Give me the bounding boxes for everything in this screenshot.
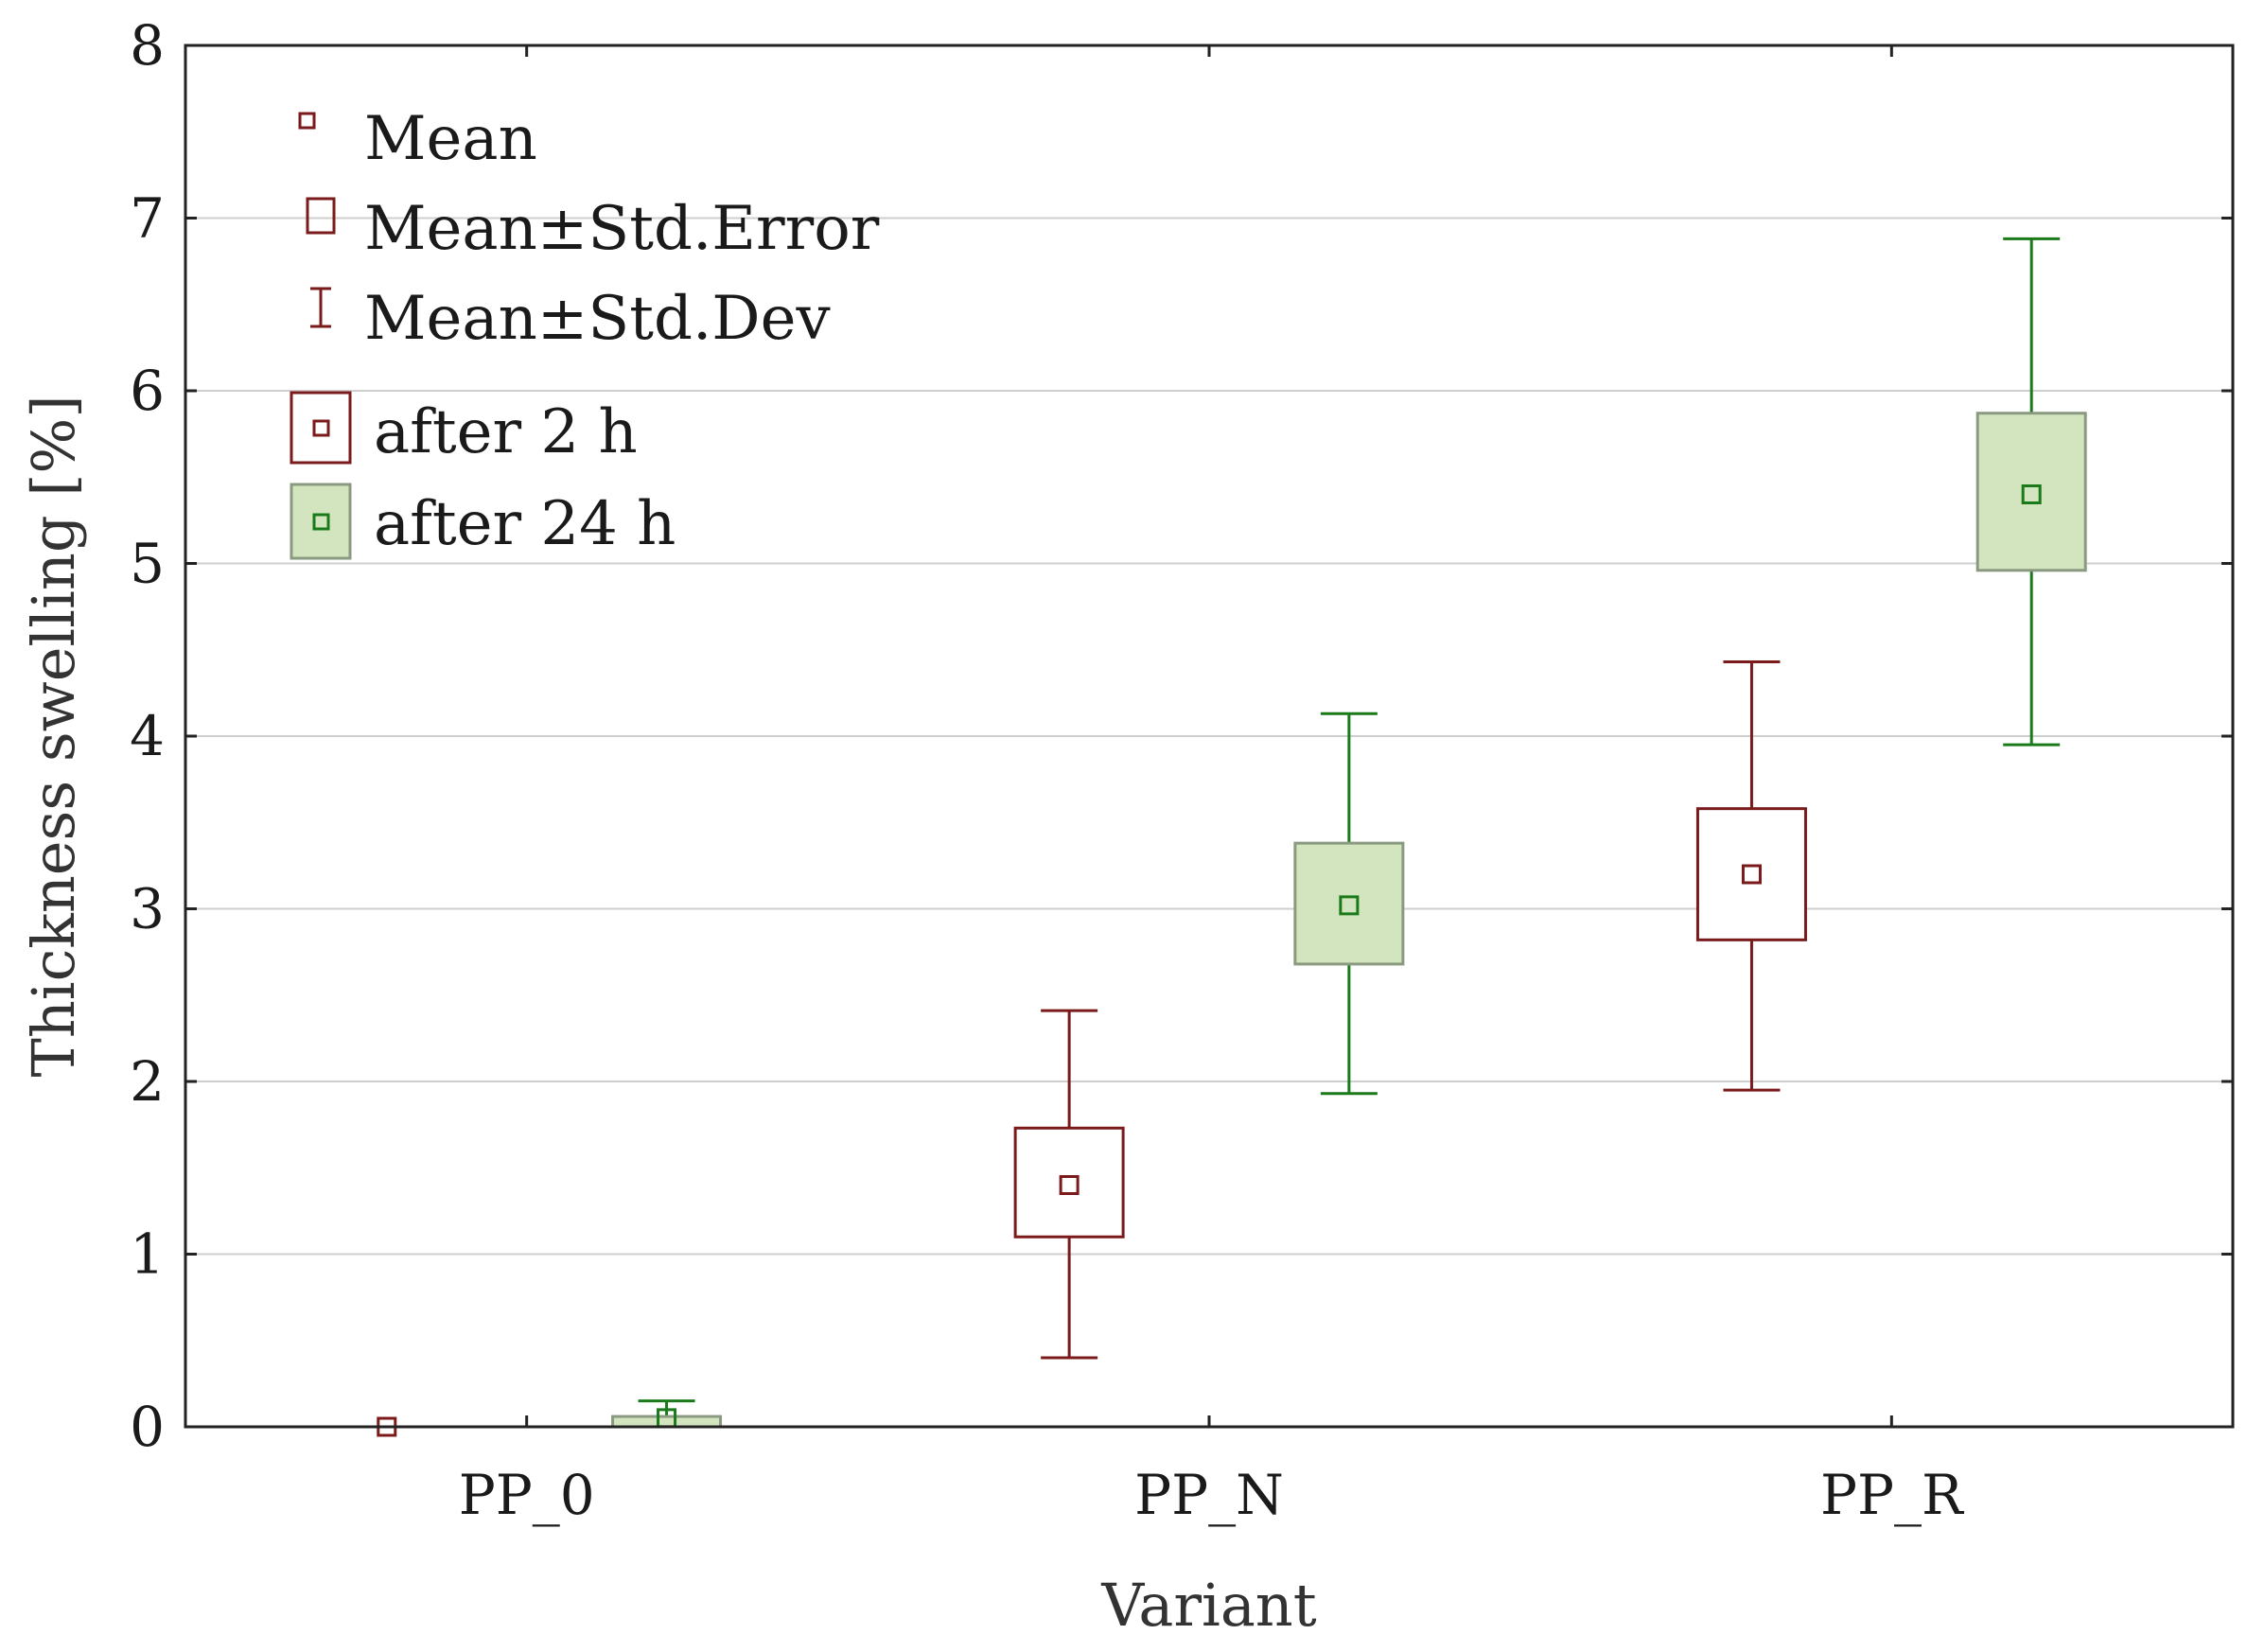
y-tick-label-6: 6: [130, 359, 165, 423]
legend-24h-marker: [290, 483, 352, 560]
y-tick-label-5: 5: [130, 532, 165, 596]
x-tick-label-pp_0: PP_0: [459, 1463, 595, 1527]
legend-std-error-marker: [306, 197, 336, 235]
legend-mean-marker: [298, 112, 316, 130]
x-axis-title: Variant: [1100, 1571, 1316, 1640]
series-after-2-h: [358, 660, 1807, 1437]
series-after-24-h: [611, 237, 2087, 1429]
y-tick-label-2: 2: [130, 1049, 165, 1114]
mean-marker-after-24-h-pp_n: [1339, 895, 1360, 916]
legend-label-24h: after 24 h: [374, 489, 676, 559]
legend-label-2h: after 2 h: [374, 397, 638, 467]
y-tick-label-8: 8: [130, 13, 165, 78]
legend-std-dev-marker: [310, 287, 331, 328]
x-tick-label-pp_r: PP_R: [1820, 1463, 1965, 1527]
axis-ticks: 0 1 2 3 4 5 6 7 8 PP_0 PP_N PP_R: [130, 13, 2233, 1527]
legend-2h-marker: [290, 391, 352, 465]
legend-label-std-error: Mean±Std.Error: [364, 194, 880, 264]
legend-label-std-dev: Mean±Std.Dev: [364, 284, 831, 354]
se-box-after-24-h-pp_r: [1975, 412, 2087, 572]
y-tick-label-3: 3: [130, 877, 165, 941]
x-tick-label-pp_n: PP_N: [1134, 1463, 1284, 1527]
legend-label-mean: Mean: [364, 104, 537, 174]
y-tick-label-7: 7: [130, 186, 165, 251]
series-layer: [358, 237, 2087, 1437]
grid-lines: [185, 217, 2233, 1256]
y-tick-label-1: 1: [130, 1222, 165, 1287]
se-box-after-2-h-pp_r: [1695, 807, 1807, 941]
mean-marker-after-2-h-pp_n: [1059, 1175, 1080, 1195]
y-tick-label-0: 0: [130, 1395, 165, 1459]
legend: Mean Mean±Std.Error Mean±Std.Dev after 2…: [290, 104, 880, 560]
se-box-after-24-h-pp_0: [611, 1415, 723, 1429]
y-axis-title: Thickness swelling [%]: [19, 395, 88, 1077]
se-box-after-24-h-pp_n: [1293, 841, 1405, 966]
y-tick-label-4: 4: [130, 704, 165, 768]
se-box-after-2-h-pp_n: [1013, 1126, 1125, 1239]
mean-marker-after-24-h-pp_r: [2021, 484, 2042, 504]
mean-marker-after-2-h-pp_r: [1741, 864, 1762, 885]
